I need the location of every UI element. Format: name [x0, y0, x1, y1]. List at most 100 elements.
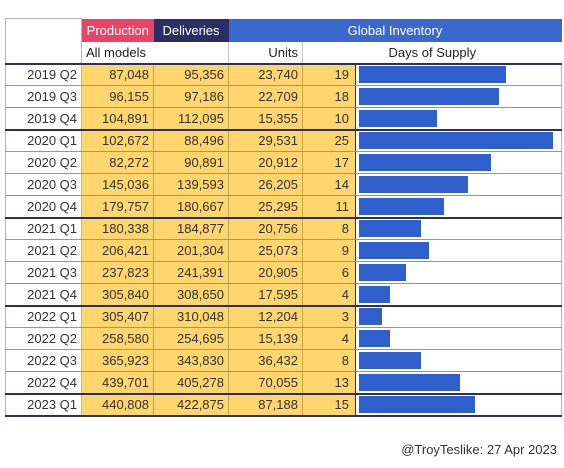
- production-value: 439,701: [81, 371, 154, 394]
- table-row: 2021 Q3 237,823 241,391 20,905 6: [5, 261, 563, 284]
- days-of-supply-bar: [359, 242, 429, 259]
- deliveries-value: 139,593: [153, 173, 229, 196]
- all-models-label: All models: [81, 41, 229, 65]
- days-of-supply-bar-cell: [355, 216, 563, 240]
- deliveries-value: 184,877: [153, 216, 229, 240]
- production-header: Production: [81, 18, 154, 42]
- days-of-supply-value: 8: [302, 349, 356, 372]
- days-of-supply-bar: [359, 352, 421, 369]
- days-of-supply-bar-cell: [355, 283, 563, 306]
- production-value: 145,036: [81, 173, 154, 196]
- days-of-supply-bar: [359, 264, 406, 281]
- days-of-supply-bar: [359, 132, 553, 150]
- days-of-supply-value: 14: [302, 173, 356, 196]
- table-row: 2021 Q1 180,338 184,877 20,756 8: [5, 216, 563, 240]
- deliveries-value: 90,891: [153, 151, 229, 174]
- days-of-supply-bar: [359, 330, 390, 347]
- table-row: 2021 Q2 206,421 201,304 25,073 9: [5, 239, 563, 262]
- quarter-label: 2022 Q1: [5, 304, 82, 328]
- days-of-supply-bar: [359, 396, 475, 413]
- deliveries-value: 201,304: [153, 239, 229, 262]
- inventory-units-value: 15,355: [228, 107, 303, 130]
- quarter-label: 2020 Q3: [5, 173, 82, 196]
- quarter-label: 2021 Q3: [5, 261, 82, 284]
- table-row: 2021 Q4 305,840 308,650 17,595 4: [5, 283, 563, 306]
- quarter-label: 2022 Q2: [5, 327, 82, 350]
- quarter-label: 2022 Q4: [5, 371, 82, 394]
- days-of-supply-bar-cell: [355, 195, 563, 218]
- production-value: 258,580: [81, 327, 154, 350]
- inventory-units-value: 29,531: [228, 128, 303, 152]
- credit-text: @TroyTeslike: 27 Apr 2023: [401, 442, 557, 457]
- production-value: 179,757: [81, 195, 154, 218]
- quarter-label: 2020 Q1: [5, 128, 82, 152]
- days-of-supply-bar: [359, 308, 382, 326]
- deliveries-value: 254,695: [153, 327, 229, 350]
- days-of-supply-value: 9: [302, 239, 356, 262]
- days-of-supply-bar: [359, 66, 506, 84]
- days-of-supply-bar: [359, 285, 390, 303]
- subheader-blank-cell: [5, 41, 82, 65]
- quarter-label: 2021 Q1: [5, 216, 82, 240]
- inventory-units-value: 25,295: [228, 195, 303, 218]
- quarter-label: 2023 Q1: [5, 392, 82, 417]
- header-blank-cell: [5, 18, 82, 42]
- deliveries-value: 241,391: [153, 261, 229, 284]
- days-of-supply-bar-cell: [355, 304, 563, 328]
- deliveries-value: 343,830: [153, 349, 229, 372]
- days-of-supply-value: 13: [302, 371, 356, 394]
- days-of-supply-bar-cell: [355, 85, 563, 108]
- inventory-units-value: 22,709: [228, 85, 303, 108]
- days-of-supply-value: 18: [302, 85, 356, 108]
- deliveries-value: 95,356: [153, 62, 229, 86]
- days-of-supply-bar: [359, 176, 468, 193]
- subheader-row: All models Units Days of Supply: [5, 41, 562, 65]
- deliveries-header: Deliveries: [153, 18, 229, 42]
- deliveries-value: 180,667: [153, 195, 229, 218]
- table-row: 2022 Q4 439,701 405,278 70,055 13: [5, 371, 563, 394]
- production-value: 305,407: [81, 304, 154, 328]
- inventory-table: Production Deliveries Global Inventory A…: [5, 18, 563, 417]
- days-of-supply-value: 25: [302, 128, 356, 152]
- inventory-units-value: 87,188: [228, 392, 303, 417]
- days-of-supply-bar: [359, 109, 437, 127]
- days-of-supply-bar-cell: [355, 107, 563, 130]
- inventory-units-value: 23,740: [228, 62, 303, 86]
- days-of-supply-label: Days of Supply: [302, 41, 562, 65]
- inventory-units-value: 12,204: [228, 304, 303, 328]
- production-value: 305,840: [81, 283, 154, 306]
- production-value: 206,421: [81, 239, 154, 262]
- table-row: 2020 Q3 145,036 139,593 26,205 14: [5, 173, 563, 196]
- days-of-supply-bar: [359, 197, 444, 215]
- deliveries-value: 97,186: [153, 85, 229, 108]
- production-value: 82,272: [81, 151, 154, 174]
- days-of-supply-bar-cell: [355, 173, 563, 196]
- days-of-supply-value: 11: [302, 195, 356, 218]
- production-value: 96,155: [81, 85, 154, 108]
- days-of-supply-bar-cell: [355, 151, 563, 174]
- days-of-supply-value: 15: [302, 392, 356, 417]
- inventory-units-value: 17,595: [228, 283, 303, 306]
- inventory-units-value: 70,055: [228, 371, 303, 394]
- days-of-supply-value: 4: [302, 283, 356, 306]
- table-row: 2019 Q4 104,891 112,095 15,355 10: [5, 107, 563, 130]
- production-value: 104,891: [81, 107, 154, 130]
- inventory-units-value: 20,912: [228, 151, 303, 174]
- table-row: 2019 Q3 96,155 97,186 22,709 18: [5, 85, 563, 108]
- quarter-label: 2022 Q3: [5, 349, 82, 372]
- units-label: Units: [228, 41, 303, 65]
- production-value: 180,338: [81, 216, 154, 240]
- table-row: 2022 Q1 305,407 310,048 12,204 3: [5, 304, 563, 328]
- inventory-units-value: 20,905: [228, 261, 303, 284]
- table-row: 2022 Q3 365,923 343,830 36,432 8: [5, 349, 563, 372]
- inventory-units-value: 36,432: [228, 349, 303, 372]
- header-row: Production Deliveries Global Inventory: [5, 18, 562, 42]
- days-of-supply-bar-cell: [355, 327, 563, 350]
- days-of-supply-bar: [359, 220, 421, 238]
- days-of-supply-bar-cell: [355, 128, 563, 152]
- days-of-supply-bar-cell: [355, 371, 563, 394]
- days-of-supply-value: 3: [302, 304, 356, 328]
- table-row: 2022 Q2 258,580 254,695 15,139 4: [5, 327, 563, 350]
- production-value: 102,672: [81, 128, 154, 152]
- days-of-supply-value: 17: [302, 151, 356, 174]
